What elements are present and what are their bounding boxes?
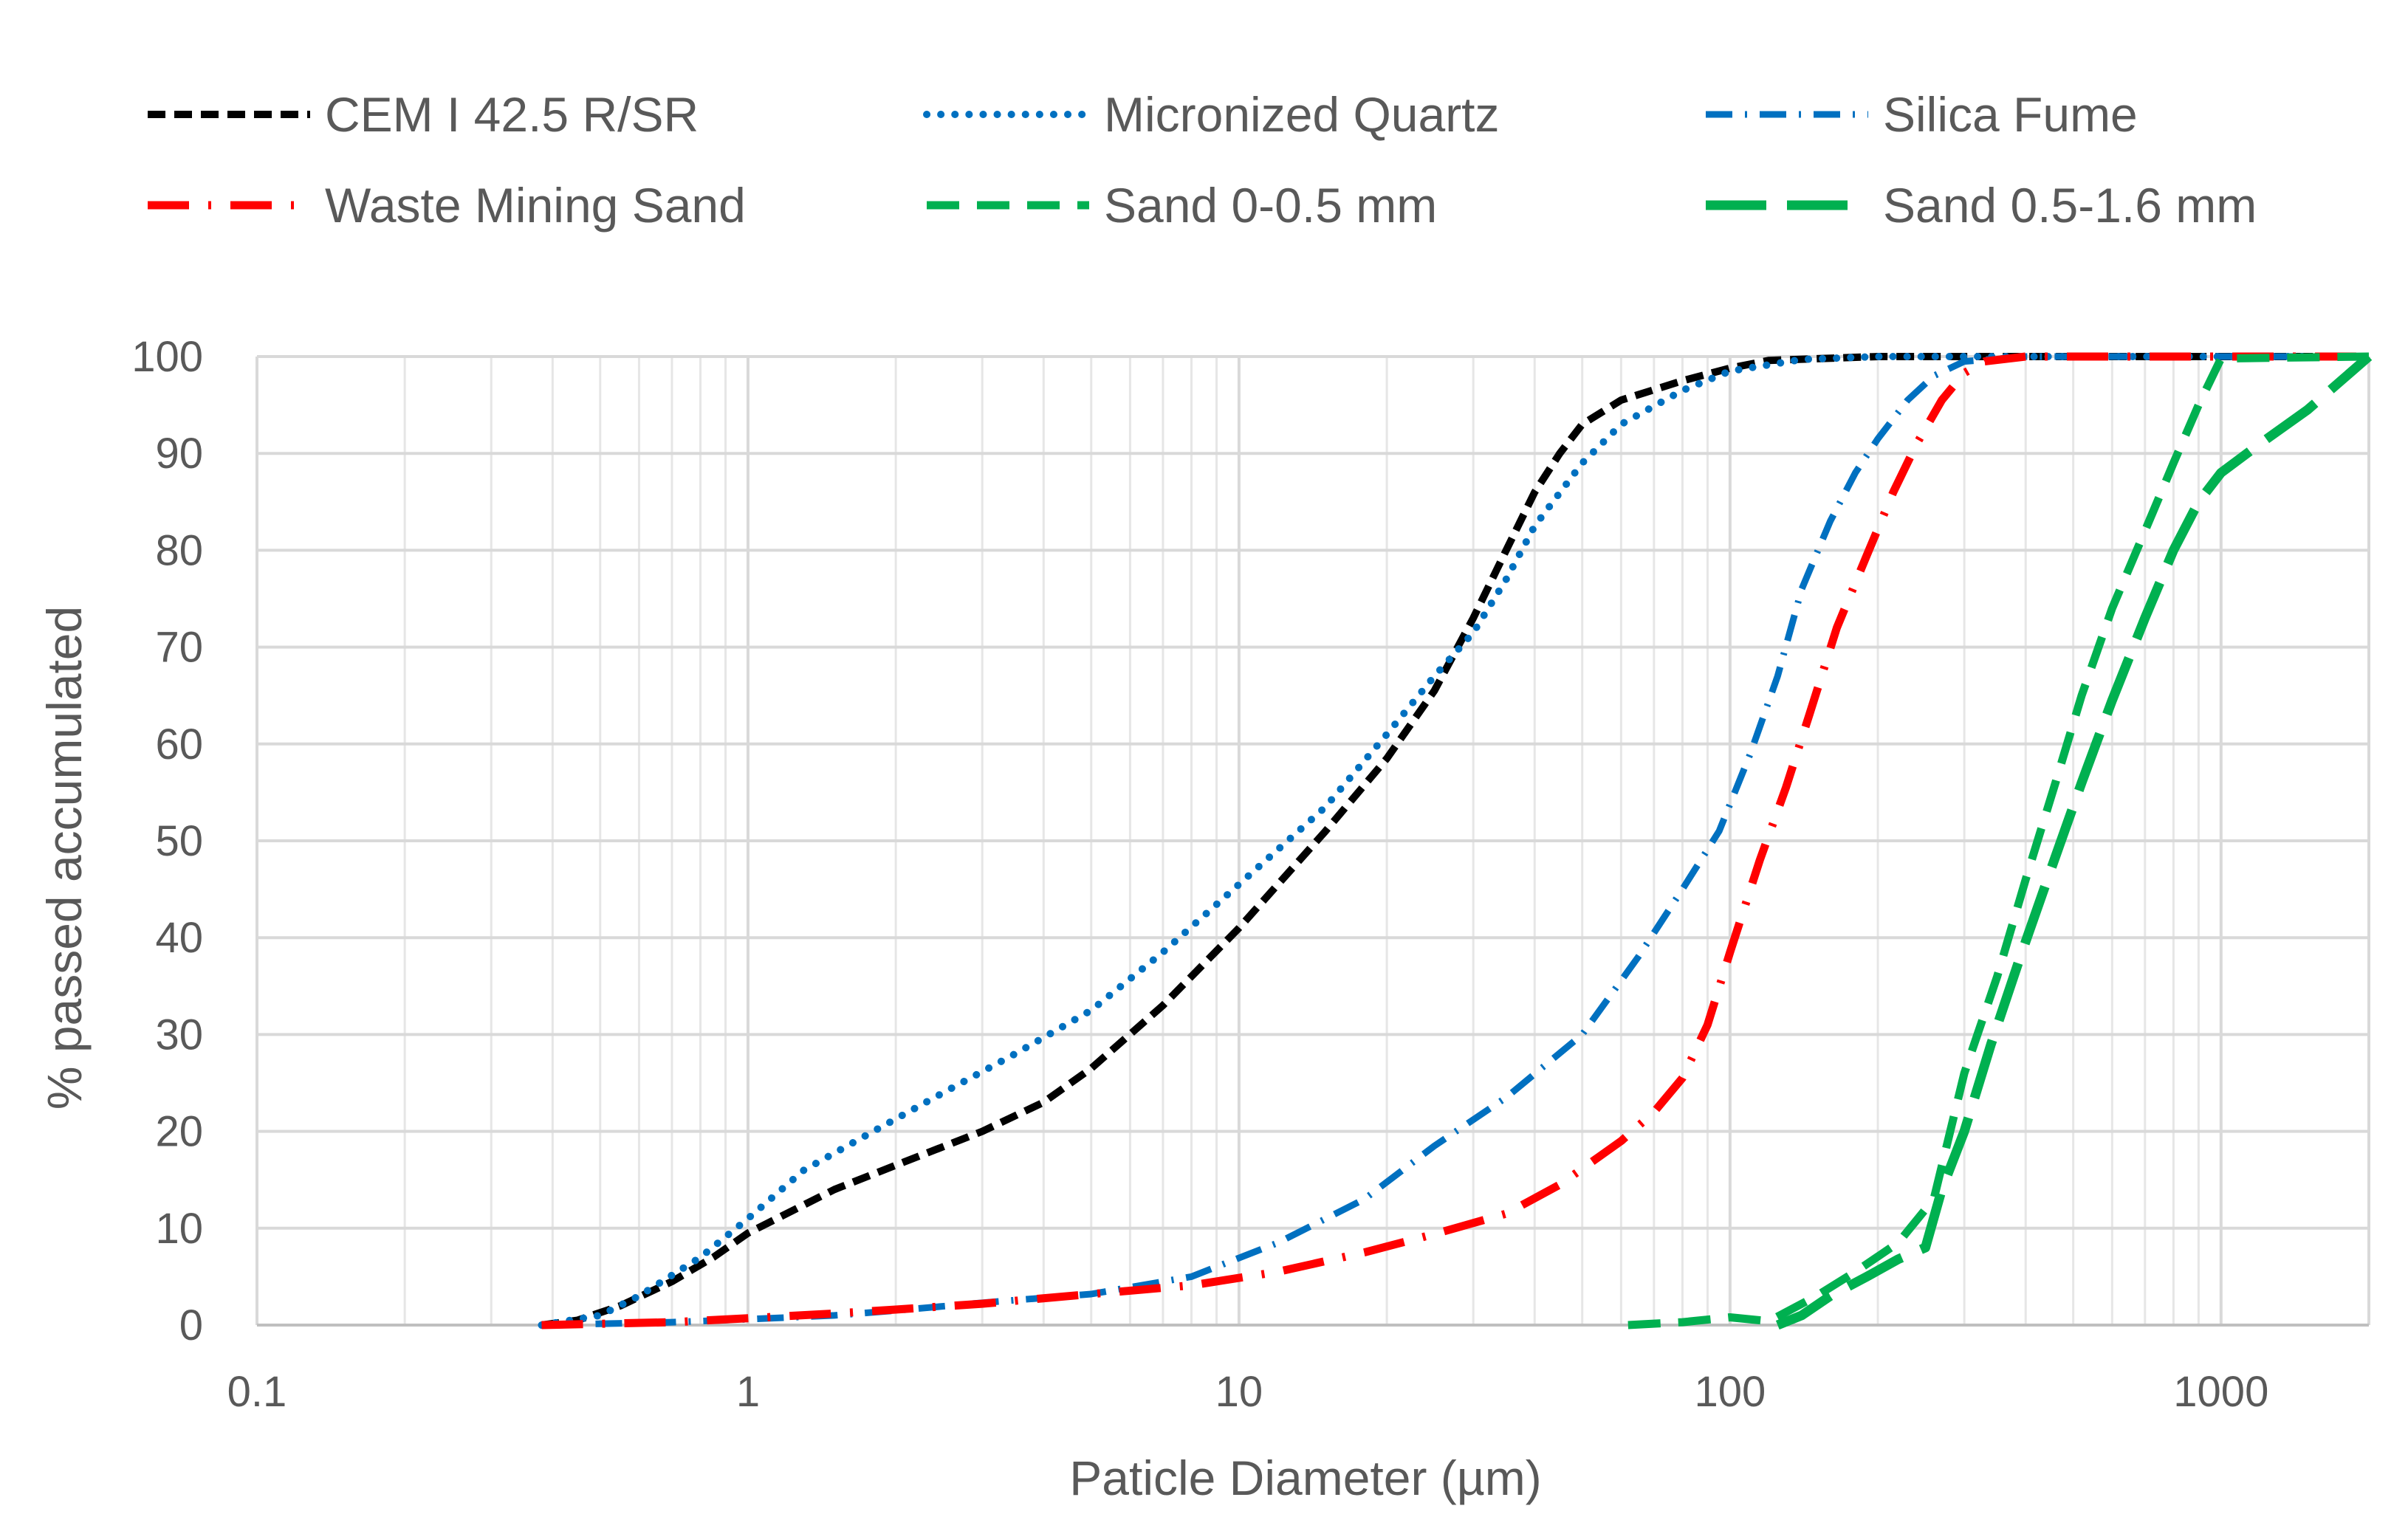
y-tick-label: 80 xyxy=(155,526,203,574)
chart-series xyxy=(538,352,2373,1330)
legend-label: Sand 0.5-1.6 mm xyxy=(1883,178,2257,233)
series-line xyxy=(1775,353,2373,1330)
x-tick-label: 0.1 xyxy=(227,1368,287,1416)
y-tick-label: 50 xyxy=(155,817,203,865)
legend-label: Micronized Quartz xyxy=(1104,87,1500,142)
y-tick-label: 90 xyxy=(155,430,203,478)
legend-label: CEM I 42.5 R/SR xyxy=(325,87,699,142)
x-tick-label: 10 xyxy=(1215,1368,1263,1416)
y-tick-label: 10 xyxy=(155,1205,203,1253)
y-tick-label: 20 xyxy=(155,1108,203,1156)
legend-label: Sand 0-0.5 mm xyxy=(1104,178,1437,233)
y-tick-label: 40 xyxy=(155,914,203,962)
series-line xyxy=(541,353,2369,1329)
legend-label: Silica Fume xyxy=(1883,87,2138,142)
y-tick-label: 30 xyxy=(155,1011,203,1059)
series-line xyxy=(541,352,2369,1329)
x-tick-label: 1 xyxy=(736,1368,760,1416)
y-tick-label: 100 xyxy=(131,333,203,381)
x-tick-label: 100 xyxy=(1694,1368,1766,1416)
x-tick-label: 1000 xyxy=(2173,1368,2268,1416)
series-line xyxy=(541,353,2369,1329)
legend-label: Waste Mining Sand xyxy=(325,178,746,233)
series-line xyxy=(538,353,2373,1329)
y-tick-label: 0 xyxy=(179,1301,203,1349)
grid-major xyxy=(255,355,2370,1327)
y-axis-title: % passed accumulated xyxy=(37,606,92,1110)
x-axis-title: Paticle Diameter (µm) xyxy=(1069,1451,1541,1505)
y-tick-label: 60 xyxy=(155,720,203,768)
chart-labels: Paticle Diameter (µm) % passed accumulat… xyxy=(37,606,1542,1505)
chart-legend: CEM I 42.5 R/SR Micronized Quartz Silica F… xyxy=(148,87,2257,233)
y-tick-label: 70 xyxy=(155,624,203,672)
series-line xyxy=(1627,352,2370,1329)
